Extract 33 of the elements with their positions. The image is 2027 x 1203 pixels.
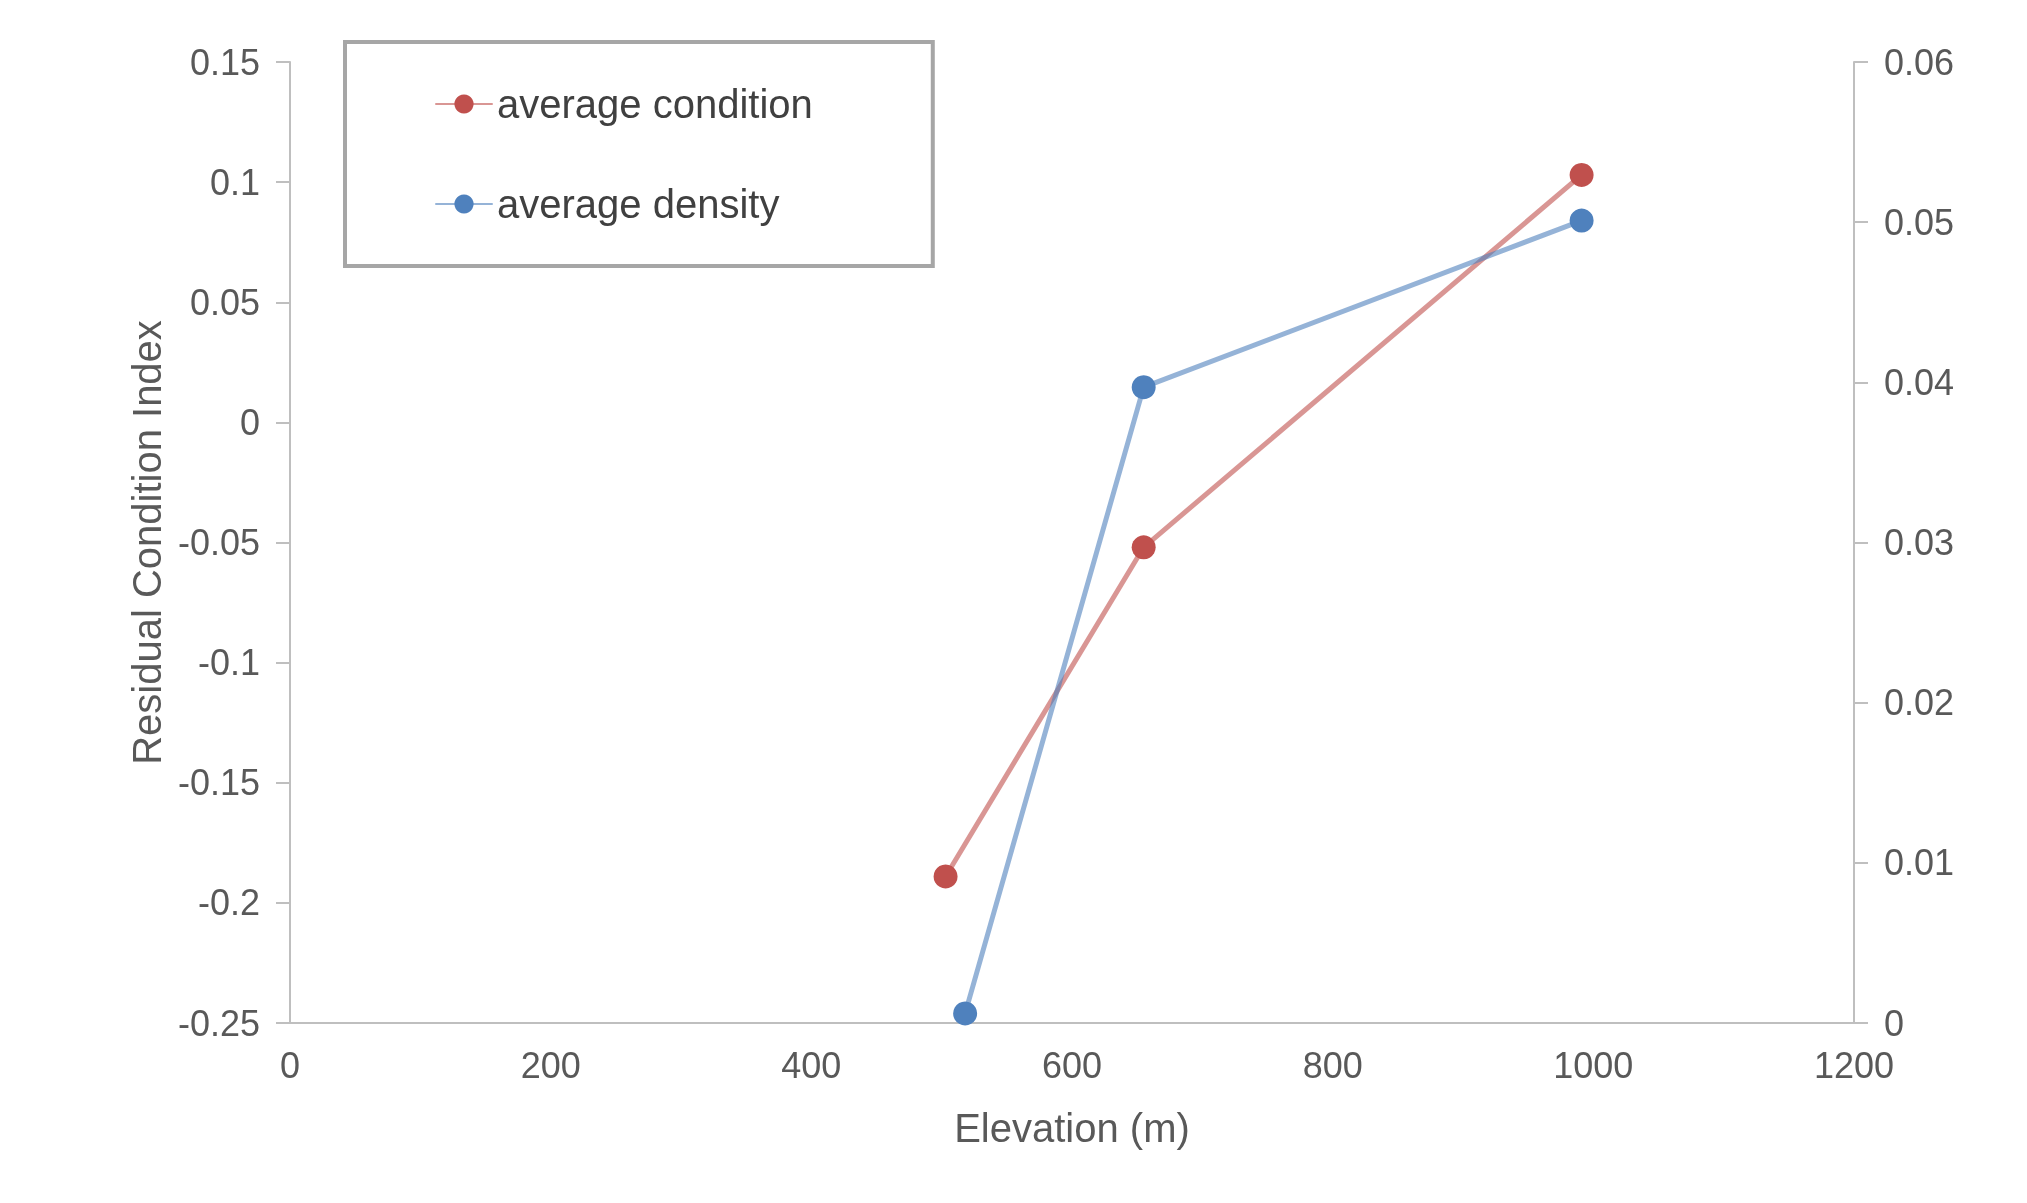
x-axis-title: Elevation (m) [954, 1106, 1190, 1150]
y-tick-label: -0.15 [177, 762, 260, 804]
y2-tick-label: 0.04 [1884, 361, 1955, 403]
y-tick-label: 0.1 [209, 161, 260, 203]
y2-tick-label: 0.03 [1884, 522, 1955, 563]
y-tick-label: 0.15 [189, 41, 260, 83]
y2-tick-label: 0.06 [1884, 41, 1955, 83]
y2-tick-label: 0.01 [1884, 842, 1955, 884]
x-tick-label: 0 [279, 1044, 301, 1086]
legend-label: average density [497, 182, 780, 226]
x-tick-label: 1200 [1813, 1044, 1895, 1086]
point [953, 1001, 978, 1026]
point [933, 864, 958, 889]
point [1131, 535, 1156, 560]
y2-tick-label: 0.05 [1884, 201, 1955, 243]
y-tick-label: 0 [239, 401, 260, 443]
y-axis-title: Residual Condition Index [125, 320, 170, 765]
x-tick-label: 1000 [1553, 1044, 1634, 1086]
y-tick-label: -0.1 [197, 642, 260, 684]
y-tick-label: -0.2 [197, 882, 260, 924]
y-tick-label: -0.25 [177, 1002, 260, 1044]
y-tick-label: 0.05 [189, 281, 260, 323]
point [1569, 208, 1594, 233]
point [1569, 162, 1594, 187]
point [1131, 375, 1156, 400]
y-tick-label: -0.05 [177, 522, 260, 563]
x-tick-label: 200 [520, 1044, 581, 1086]
y2-tick-label: 0 [1884, 1002, 1905, 1044]
x-tick-label: 800 [1302, 1044, 1363, 1086]
x-tick-label: 400 [781, 1044, 842, 1086]
x-tick-label: 600 [1041, 1044, 1103, 1086]
y2-tick-label: 0.02 [1884, 682, 1955, 724]
legend-label: average condition [497, 82, 813, 126]
